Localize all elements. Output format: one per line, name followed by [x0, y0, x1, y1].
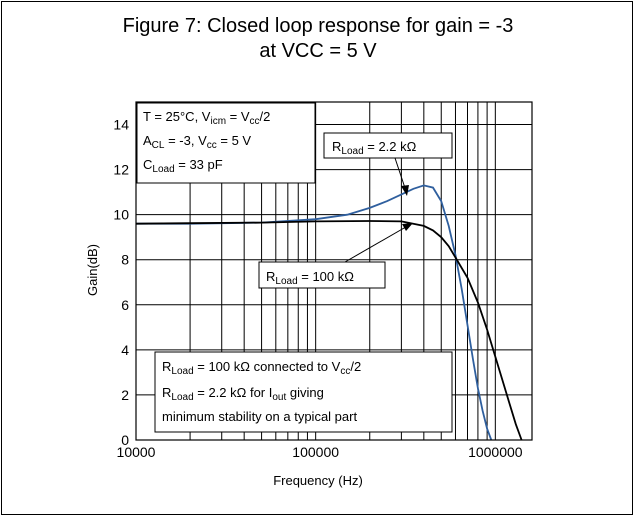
plot-border: [135, 101, 533, 441]
plot-area-border: [135, 101, 533, 441]
conditions-line-1: T = 25°C, Vicm = Vcc/2: [143, 109, 270, 127]
y-tick-label: 2: [121, 387, 129, 403]
conditions-line-3: CLoad = 33 pF: [143, 157, 223, 175]
figure-title: Figure 7: Closed loop response for gain …: [0, 14, 636, 64]
conditions-line-2: ACL = -3, Vcc = 5 V: [143, 133, 251, 151]
y-axis-label: Gain(dB): [85, 244, 100, 296]
svg-text:RLoad = 2.2 kΩ: RLoad = 2.2 kΩ: [332, 139, 417, 157]
y-tick-label: 8: [121, 252, 129, 268]
series-line-2: [135, 220, 523, 441]
title-line-2: at VCC = 5 V: [259, 40, 377, 62]
x-tick-label: 1000000: [468, 444, 523, 460]
load-note-line-1: RLoad = 100 kΩ connected to Vcc/2: [162, 359, 361, 377]
load-note-box: RLoad = 100 kΩ connected to Vcc/2 RLoad …: [154, 351, 453, 433]
conditions-box: T = 25°C, Vicm = Vcc/2 ACL = -3, Vcc = 5…: [136, 102, 316, 184]
rload-2-2k-label: RLoad = 2.2 kΩ: [323, 132, 453, 196]
x-tick-label: 10000: [117, 444, 156, 460]
rload-100k-label: RLoad = 100 kΩ: [258, 223, 413, 289]
x-axis-label: Frequency (Hz): [273, 473, 363, 488]
y-tick-label: 12: [113, 162, 129, 178]
load-note-line-2: RLoad = 2.2 kΩ for Iout giving: [162, 385, 324, 403]
y-tick-label: 10: [113, 207, 129, 223]
y-tick-label: 4: [121, 342, 129, 358]
tick-labels: 0 2 4 6 8 10 12 14 10000 100000 1000000: [113, 117, 522, 460]
y-tick-label: 14: [113, 117, 129, 133]
svg-text:RLoad = 100 kΩ: RLoad = 100 kΩ: [266, 269, 354, 287]
y-tick-label: 0: [121, 432, 129, 448]
curves: [135, 184, 523, 441]
load-note-line-3: minimum stability on a typical part: [162, 409, 357, 424]
title-line-1: Figure 7: Closed loop response for gain …: [122, 15, 514, 37]
series-line-1: [136, 184, 493, 441]
y-tick-label: 6: [121, 297, 129, 313]
x-tick-label: 100000: [292, 444, 339, 460]
